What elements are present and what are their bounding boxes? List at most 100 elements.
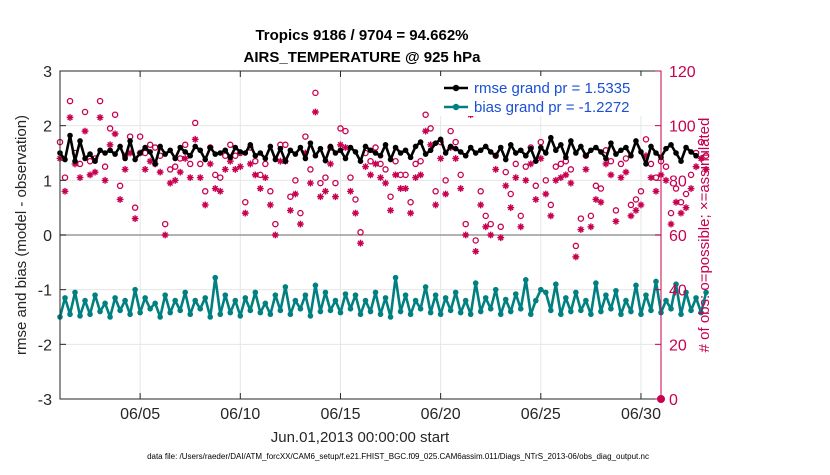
obs-assimilated-point xyxy=(352,209,359,217)
bias-point xyxy=(112,295,118,301)
bias-point xyxy=(297,306,304,312)
bias-point xyxy=(172,297,178,304)
obs-assimilated-point xyxy=(377,174,384,181)
bias-point xyxy=(623,297,629,304)
obs-assimilated-point xyxy=(392,171,399,179)
obs-assimilated-point xyxy=(462,231,470,239)
obs-possible-point xyxy=(512,160,520,168)
obs-assimilated-point xyxy=(317,193,324,201)
obs-assimilated-point xyxy=(387,207,394,214)
obs-possible-point xyxy=(66,97,74,105)
obs-possible-point xyxy=(136,133,144,140)
bias-point xyxy=(613,287,619,294)
rmse-point xyxy=(407,154,414,161)
obs-assimilated-point xyxy=(271,231,279,239)
rmse-point xyxy=(543,150,549,156)
obs-possible-point xyxy=(402,171,409,179)
y2-tick-label: 60 xyxy=(669,228,687,245)
rmse-point xyxy=(177,144,183,151)
obs-assimilated-point xyxy=(582,166,590,173)
legend-bias-label: bias grand pr = -1.2272 xyxy=(474,99,630,116)
rmse-point xyxy=(352,149,359,155)
rmse-point xyxy=(297,144,304,151)
obs-assimilated-point xyxy=(632,207,640,214)
obs-assimilated-point xyxy=(662,176,670,184)
obs-assimilated-point xyxy=(527,160,535,168)
obs-assimilated-point xyxy=(76,174,84,181)
bias-point xyxy=(678,311,684,318)
rmse-point xyxy=(312,152,319,159)
obs-assimilated-point xyxy=(432,201,440,209)
bias-point xyxy=(327,307,334,314)
rmse-point xyxy=(432,140,439,146)
rmse-point xyxy=(487,149,494,155)
obs-assimilated-point xyxy=(597,198,605,206)
rmse-point xyxy=(427,147,434,154)
obs-possible-point xyxy=(547,201,555,209)
bias-point xyxy=(487,306,494,312)
obs-possible-point xyxy=(702,152,710,159)
rmse-point xyxy=(182,149,189,155)
bias-point xyxy=(598,308,604,315)
obs-assimilated-point xyxy=(216,187,224,195)
obs-possible-point xyxy=(196,160,204,168)
x-tick-label: 06/15 xyxy=(320,406,360,423)
bias-point xyxy=(573,289,579,296)
bias-point xyxy=(87,311,93,318)
rmse-point xyxy=(653,150,659,156)
footnote: data file: /Users/raeder/DAI/ATM_forcXX/… xyxy=(147,452,649,461)
bias-point xyxy=(517,306,524,312)
obs-assimilated-point xyxy=(692,163,700,171)
bias-point xyxy=(352,292,359,298)
obs-possible-point xyxy=(201,188,209,195)
obs-assimilated-point xyxy=(261,174,269,181)
obs-possible-point xyxy=(307,166,314,173)
obs-assimilated-point xyxy=(176,168,184,176)
rmse-point xyxy=(217,150,224,156)
obs-assimilated-point xyxy=(106,141,114,149)
bias-point xyxy=(628,308,634,315)
obs-possible-point xyxy=(166,166,174,173)
obs-assimilated-point xyxy=(652,187,660,195)
rmse-point xyxy=(82,155,88,162)
obs-possible-point xyxy=(622,155,630,162)
rmse-point xyxy=(372,150,379,156)
rmse-point xyxy=(242,150,249,156)
rmse-point xyxy=(568,138,574,144)
obs-possible-point xyxy=(212,171,219,179)
obs-possible-point xyxy=(181,141,189,149)
obs-possible-point xyxy=(552,163,560,170)
obs-assimilated-point xyxy=(266,201,274,209)
rmse-point xyxy=(517,147,524,154)
obs-assimilated-point xyxy=(667,220,675,228)
bias-point xyxy=(407,311,414,318)
bias-point xyxy=(332,297,339,304)
obs-assimilated-point xyxy=(492,166,500,173)
bias-point xyxy=(152,300,158,307)
obs-assimilated-point xyxy=(442,190,450,198)
x-tick-label: 06/05 xyxy=(120,406,160,423)
x-ticks: 06/05 06/10 06/15 06/20 06/25 06/30 xyxy=(120,71,661,423)
obs-assimilated-point xyxy=(327,160,334,168)
bias-point xyxy=(182,289,189,296)
obs-assimilated-point xyxy=(487,231,495,239)
obs-possible-point xyxy=(392,157,399,165)
obs-assimilated-point xyxy=(437,155,445,162)
bias-point xyxy=(482,295,489,301)
bias-point xyxy=(207,314,214,320)
obs-possible-point xyxy=(342,127,349,135)
bias-point xyxy=(282,284,289,290)
obs-possible-point xyxy=(617,160,625,168)
rmse-point xyxy=(437,136,444,143)
obs-possible-point xyxy=(101,163,109,170)
obs-assimilated-point xyxy=(357,239,364,247)
rmse-point xyxy=(583,152,589,159)
bias-point xyxy=(227,309,234,316)
obs-possible-point xyxy=(592,182,600,190)
bias-point xyxy=(337,309,344,316)
obs-assimilated-point xyxy=(201,201,209,209)
y2-tick-label: 0 xyxy=(669,392,678,409)
bias-point xyxy=(272,292,279,298)
obs-possible-point xyxy=(292,177,299,184)
